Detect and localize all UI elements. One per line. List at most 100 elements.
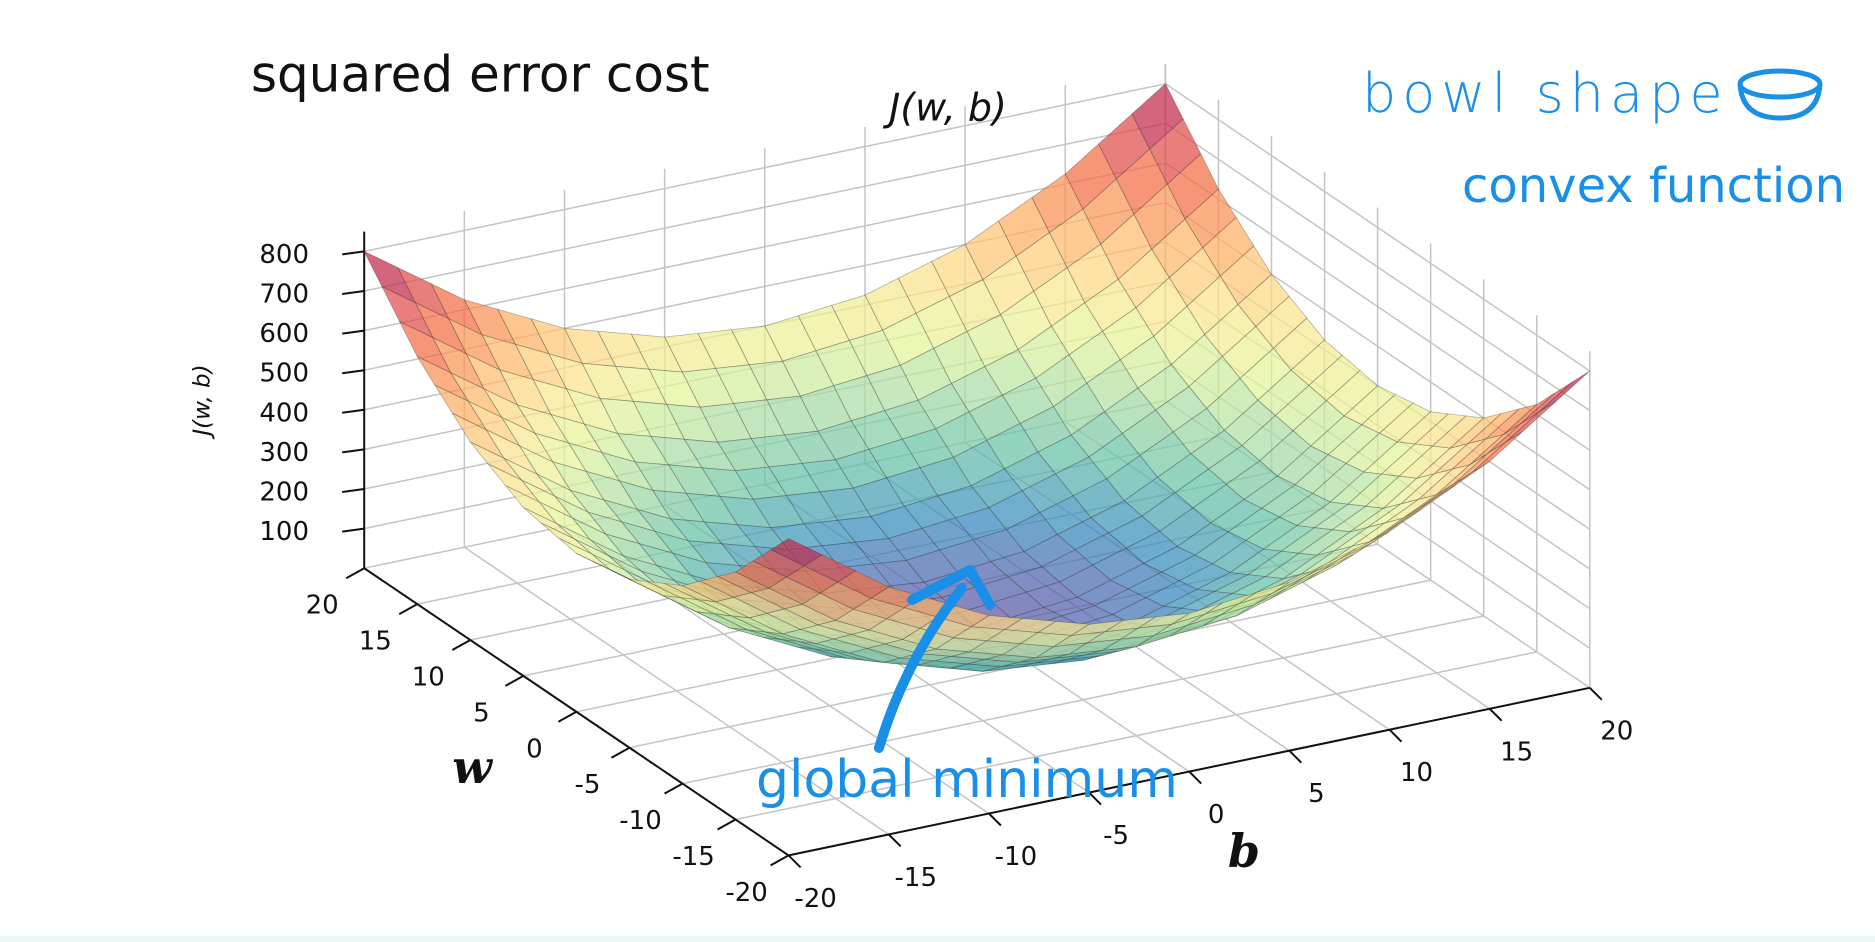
surface-patch [1033, 654, 1086, 664]
surface-patch [1236, 587, 1288, 617]
tick-mark [342, 448, 365, 454]
surface-patch [1035, 642, 1088, 659]
y-tick-label: 20 [306, 591, 339, 621]
surface-patch [770, 538, 823, 567]
surface-patch [836, 570, 890, 599]
y-tick-label: 5 [473, 698, 490, 728]
surface-patch [1237, 273, 1290, 327]
x-tick-label: -10 [995, 842, 1037, 872]
annotation-minimum: global minimum [756, 750, 1178, 810]
surface-patch [834, 448, 888, 489]
surface-patch [1378, 402, 1432, 443]
surface-patch [1302, 553, 1355, 583]
surface-patch [885, 467, 939, 507]
surface-patch [1120, 623, 1172, 640]
surface-patch [581, 362, 634, 402]
surface-patch [469, 441, 522, 481]
surface-patch [563, 327, 617, 367]
surface-patch [1202, 604, 1255, 627]
surface-patch [703, 521, 757, 548]
surface-patch [972, 529, 1025, 563]
surface-patch [636, 508, 690, 542]
surface-patch [604, 533, 659, 567]
annotation-convex: convex function [1462, 158, 1845, 214]
axes-title: J(w, b) [882, 86, 1007, 130]
surface-patch [734, 560, 788, 589]
x-tick-label: 15 [1500, 737, 1533, 767]
z-tick-label: 200 [259, 478, 309, 508]
x-tick-label: -15 [895, 863, 937, 893]
surface-patch [620, 520, 674, 554]
arrow [874, 565, 995, 753]
surface-patch [1431, 415, 1485, 449]
surface-patch [699, 576, 753, 598]
tick-mark [342, 369, 365, 375]
tick-mark [1088, 791, 1102, 806]
tick-mark [717, 818, 737, 831]
surface-patch [540, 522, 593, 555]
surface-patch [1036, 620, 1091, 636]
z-tick-label: 500 [259, 359, 309, 389]
grid-line [364, 162, 1166, 332]
grid-line [1164, 122, 1591, 412]
surface-patch [589, 539, 642, 572]
y-tick-label: -15 [672, 842, 714, 872]
surface-patch [701, 467, 754, 500]
surface-patch [681, 367, 735, 408]
tick-mark [1288, 749, 1303, 764]
surface-patch [1104, 616, 1157, 633]
x-tick-label: 20 [1600, 716, 1633, 746]
surface-patch [1204, 592, 1257, 615]
x-tick-label: 10 [1400, 758, 1433, 788]
tick-mark [1488, 708, 1503, 722]
grid-line [364, 83, 1166, 253]
surface-patch [586, 511, 641, 545]
surface-patch [933, 655, 985, 665]
surface-patch [819, 487, 872, 521]
tick-mark [342, 250, 365, 256]
surface-patch [1171, 602, 1223, 625]
surface-patch [1287, 559, 1339, 589]
surface-patch [616, 433, 670, 466]
y-tick-label: 0 [526, 734, 543, 764]
z-tick-label: 400 [259, 398, 309, 428]
surface-patch [549, 413, 603, 454]
surface-patch [632, 400, 685, 440]
tick-mark [787, 854, 802, 869]
x-tick-label: -20 [794, 884, 836, 914]
tick-mark [1188, 770, 1202, 785]
plot-3d: -20 -15 -10 -5 0 5 10 15 20 -20 -15 -10 -5 0 5 10 15 20 10… [259, 64, 1633, 914]
surface-patch [530, 318, 583, 365]
surface-patch [919, 456, 972, 497]
tick-mark [770, 854, 790, 867]
surface-patch [852, 477, 905, 518]
surface-patch [638, 542, 692, 576]
grid-line [735, 651, 1537, 821]
grid-line [364, 122, 1166, 292]
surface-patch [618, 480, 672, 520]
x-tick-label: -5 [1103, 821, 1129, 851]
y-tick-label: -5 [574, 770, 600, 800]
surface-patch [687, 540, 741, 566]
z-tick-label: 600 [259, 319, 309, 349]
surface-patch [1304, 548, 1357, 577]
tick-mark [342, 527, 365, 533]
grid-line [1164, 162, 1591, 451]
tick-mark [342, 290, 365, 295]
z-tick-label: 100 [259, 517, 309, 547]
surface-patch [629, 579, 681, 598]
tick-mark [557, 710, 577, 723]
tick-mark [342, 408, 365, 414]
surface-patch [718, 495, 772, 529]
tick-mark [888, 833, 902, 848]
surface-patch [882, 312, 935, 366]
surface-patch [1253, 576, 1306, 605]
surface-patch [752, 549, 806, 578]
surface-patch [850, 410, 903, 450]
surface-patch [833, 375, 886, 422]
surface-patch [630, 333, 683, 373]
chart-title: squared error cost [251, 46, 710, 104]
surface-patch [451, 412, 505, 460]
surface-patch [1238, 581, 1290, 605]
